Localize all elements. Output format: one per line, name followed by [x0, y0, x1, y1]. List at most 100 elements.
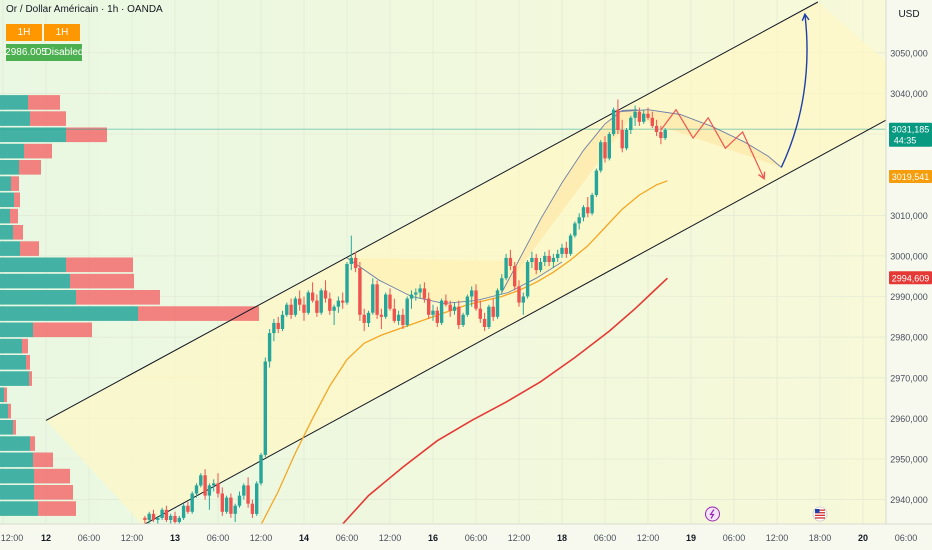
time-tick-label: 06:00 [895, 533, 918, 543]
candle [169, 513, 173, 524]
us-flag-icon-stripe [815, 517, 825, 519]
candle [508, 249, 513, 271]
candle [444, 294, 448, 307]
candle [624, 128, 629, 151]
candle-body [470, 290, 474, 297]
candle-body [431, 310, 435, 315]
lightning-icon[interactable] [705, 506, 720, 522]
candle [353, 251, 358, 273]
candle [414, 288, 418, 301]
candle [237, 491, 242, 508]
volume-profile-bar-down [30, 436, 35, 451]
candle-body [306, 292, 310, 313]
time-tick-label: 19 [686, 533, 696, 543]
volume-profile-bar-up [0, 371, 29, 386]
candle [594, 168, 599, 197]
volume-profile-bar-up [0, 176, 11, 191]
candle [392, 298, 396, 323]
channel-lower-line[interactable] [142, 97, 928, 526]
candle [181, 503, 186, 520]
volume-profile-bar-down [66, 257, 133, 273]
price-label-box [889, 271, 932, 285]
candle-body [560, 247, 564, 254]
candle-body [427, 298, 431, 315]
candle [405, 296, 409, 327]
candle-body [629, 117, 633, 130]
candle-body [384, 294, 388, 317]
volume-profile-bar-up [0, 95, 28, 110]
candle-body [263, 361, 267, 455]
trend-channel[interactable] [45, 1, 928, 526]
volume-profile-bar-down [34, 485, 73, 500]
candle-body [551, 257, 556, 262]
candle [379, 308, 384, 329]
time-tick-label: 12:00 [508, 533, 531, 543]
candle-body [358, 268, 362, 315]
candle [409, 290, 414, 309]
channel-upper-line[interactable] [45, 1, 819, 421]
candle [439, 298, 444, 325]
us-flag-icon-stripe [815, 509, 825, 511]
volume-profile-bar-up [0, 501, 38, 516]
candle-body [216, 483, 220, 494]
projection-drawings[interactable] [660, 12, 810, 181]
candle-body [642, 113, 646, 122]
candle-body [444, 300, 448, 305]
candle [500, 274, 504, 295]
candle-body [160, 509, 164, 518]
candle-body [328, 298, 332, 311]
candle [513, 262, 517, 291]
candle [242, 483, 246, 500]
candle [319, 288, 323, 315]
candle-body [255, 483, 259, 514]
time-tick-label: 12:00 [637, 533, 660, 543]
time-axis[interactable] [0, 524, 932, 550]
us-flag-icon-stripe [815, 514, 825, 516]
volume-profile [0, 95, 259, 516]
candle-body [478, 308, 482, 319]
price-tick-label: 3010,000 [890, 211, 928, 221]
candle [530, 251, 534, 269]
volume-profile-bar-down [70, 273, 134, 289]
candle [255, 481, 259, 516]
volume-profile-bar-up [0, 225, 13, 240]
candle-body [448, 304, 452, 311]
volume-profile-bar-up [0, 143, 24, 159]
price-axis[interactable] [886, 0, 932, 524]
candle [534, 253, 538, 275]
candle-body [246, 485, 250, 504]
candle [603, 136, 607, 163]
volume-profile-bar-down [13, 225, 23, 240]
arc-cup [346, 257, 563, 304]
candle-body [336, 300, 341, 307]
interval-chip-right[interactable]: 1H [44, 24, 80, 41]
volume-profile-bar-down [29, 371, 32, 386]
time-tick-label: 16 [428, 533, 438, 543]
symbol-title[interactable]: Or / Dollar Américain · 1h · OANDA [6, 4, 163, 15]
candle [328, 292, 332, 315]
time-tick-label: 06:00 [78, 533, 101, 543]
us-flag-icon[interactable] [812, 506, 828, 522]
projection-zigzag-arrowhead [758, 171, 766, 181]
projection-arrow[interactable] [780, 14, 808, 168]
candle-body [151, 513, 156, 520]
volume-profile-bar-down [30, 111, 66, 126]
volume-profile-bar-up [0, 257, 66, 273]
candle [207, 483, 212, 510]
candle [216, 473, 220, 498]
currency-label[interactable]: USD [898, 9, 919, 20]
candle [491, 298, 495, 321]
volume-profile-bar-down [10, 208, 18, 224]
interval-chip-left[interactable]: 1H [6, 24, 42, 41]
candle [332, 304, 336, 325]
candle-body [586, 207, 590, 214]
candle [310, 282, 315, 303]
status-chip[interactable]: Disabled [45, 44, 83, 61]
projection-zigzag[interactable] [660, 108, 765, 179]
event-markers[interactable] [705, 506, 932, 522]
candle [457, 300, 461, 329]
volume-profile-bar-down [14, 192, 20, 208]
candle-body [405, 298, 409, 325]
candle [547, 249, 551, 267]
